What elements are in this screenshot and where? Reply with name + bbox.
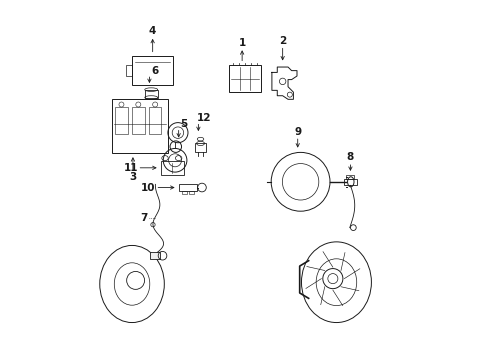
Text: 2: 2 [279, 36, 286, 46]
Text: 5: 5 [180, 119, 188, 129]
Bar [150, 252, 160, 259]
Bar [343, 179, 357, 185]
Text: 6: 6 [151, 66, 158, 76]
Text: 10: 10 [141, 183, 155, 193]
Text: 9: 9 [294, 127, 301, 136]
Bar [179, 184, 196, 192]
Bar [125, 65, 132, 76]
Bar [190, 192, 194, 194]
Bar [195, 143, 206, 152]
Text: 8: 8 [347, 152, 354, 162]
Text: 12: 12 [196, 113, 211, 123]
Bar [182, 192, 187, 194]
Text: 3: 3 [129, 172, 137, 183]
Bar [149, 107, 161, 134]
Bar [161, 161, 184, 175]
Bar [132, 55, 173, 85]
Bar [145, 90, 158, 98]
Bar [229, 65, 261, 92]
Text: 11: 11 [123, 163, 138, 173]
Bar [112, 99, 168, 153]
Bar [115, 107, 128, 134]
Text: 1: 1 [239, 38, 246, 48]
Bar [346, 175, 354, 179]
Text: 4: 4 [149, 26, 156, 36]
Bar [132, 107, 145, 134]
Text: 7: 7 [141, 213, 148, 223]
